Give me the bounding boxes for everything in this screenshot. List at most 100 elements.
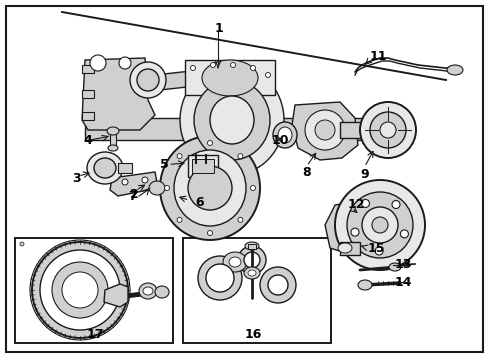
Circle shape: [238, 154, 243, 159]
Ellipse shape: [228, 257, 241, 267]
Text: 6: 6: [195, 195, 203, 208]
Polygon shape: [104, 284, 128, 307]
Bar: [339, 122, 374, 138]
Ellipse shape: [202, 60, 258, 96]
Text: 13: 13: [394, 258, 411, 271]
Circle shape: [210, 63, 215, 68]
Polygon shape: [82, 58, 155, 130]
Ellipse shape: [174, 150, 245, 226]
Text: 7: 7: [128, 189, 137, 202]
Ellipse shape: [244, 242, 259, 250]
Ellipse shape: [139, 283, 157, 299]
Circle shape: [238, 217, 243, 222]
Circle shape: [265, 72, 270, 77]
Text: 15: 15: [367, 242, 385, 255]
Ellipse shape: [205, 264, 234, 292]
Ellipse shape: [62, 272, 98, 308]
Ellipse shape: [337, 243, 351, 253]
Circle shape: [122, 179, 128, 185]
Ellipse shape: [209, 96, 253, 144]
Circle shape: [177, 154, 182, 159]
Ellipse shape: [359, 102, 415, 158]
Ellipse shape: [149, 181, 164, 195]
Bar: [82, 112, 94, 120]
Text: 12: 12: [347, 198, 365, 211]
Circle shape: [361, 199, 369, 207]
Text: 17: 17: [86, 328, 103, 342]
Ellipse shape: [223, 252, 246, 272]
Ellipse shape: [369, 112, 405, 148]
Polygon shape: [155, 70, 204, 90]
Ellipse shape: [247, 270, 256, 276]
Bar: [183, 238, 330, 343]
Text: 3: 3: [72, 171, 81, 184]
Bar: [184, 60, 274, 95]
Ellipse shape: [87, 152, 123, 184]
Ellipse shape: [198, 256, 242, 300]
Text: 4: 4: [83, 134, 92, 147]
Text: 1: 1: [215, 22, 224, 35]
Ellipse shape: [187, 166, 231, 210]
Bar: [339, 242, 359, 255]
Ellipse shape: [180, 65, 284, 175]
Ellipse shape: [371, 217, 387, 233]
Polygon shape: [110, 172, 158, 196]
Ellipse shape: [379, 122, 395, 138]
Ellipse shape: [244, 252, 260, 268]
Text: 16: 16: [244, 328, 261, 342]
Circle shape: [250, 66, 255, 71]
Ellipse shape: [107, 127, 119, 135]
Circle shape: [250, 185, 255, 190]
Bar: [82, 90, 94, 98]
Text: 2: 2: [130, 188, 139, 201]
Ellipse shape: [346, 192, 412, 258]
Circle shape: [230, 63, 235, 68]
Ellipse shape: [90, 55, 106, 71]
Polygon shape: [325, 200, 374, 255]
Ellipse shape: [446, 65, 462, 75]
Ellipse shape: [142, 287, 153, 295]
Ellipse shape: [244, 267, 260, 279]
Ellipse shape: [194, 80, 269, 160]
Bar: [247, 244, 256, 249]
Ellipse shape: [238, 246, 265, 274]
Ellipse shape: [160, 136, 260, 240]
Bar: [110, 132, 116, 146]
Text: 9: 9: [359, 168, 368, 181]
Bar: [15, 238, 173, 343]
Bar: [85, 118, 374, 140]
Circle shape: [207, 140, 212, 145]
Text: 11: 11: [369, 50, 386, 63]
Ellipse shape: [32, 242, 128, 338]
Bar: [192, 159, 214, 173]
Bar: [82, 65, 94, 73]
Ellipse shape: [361, 207, 397, 243]
Ellipse shape: [305, 110, 345, 150]
Circle shape: [207, 230, 212, 235]
Ellipse shape: [40, 250, 120, 330]
Ellipse shape: [334, 180, 424, 270]
Ellipse shape: [137, 69, 159, 91]
Ellipse shape: [267, 275, 287, 295]
Ellipse shape: [272, 122, 296, 148]
Circle shape: [177, 217, 182, 222]
Ellipse shape: [119, 57, 131, 69]
Circle shape: [391, 201, 399, 208]
Circle shape: [374, 247, 382, 255]
Text: 8: 8: [302, 166, 310, 180]
Bar: [153, 184, 161, 192]
Ellipse shape: [278, 127, 291, 143]
Ellipse shape: [260, 267, 295, 303]
Circle shape: [164, 185, 169, 190]
Ellipse shape: [94, 158, 116, 178]
Ellipse shape: [155, 286, 169, 298]
Ellipse shape: [108, 145, 118, 151]
Text: 5: 5: [160, 158, 168, 171]
Bar: [187, 155, 218, 177]
Ellipse shape: [357, 280, 371, 290]
Ellipse shape: [388, 263, 400, 271]
Polygon shape: [291, 102, 357, 160]
Ellipse shape: [52, 262, 108, 318]
Circle shape: [20, 242, 24, 246]
Circle shape: [350, 228, 358, 236]
